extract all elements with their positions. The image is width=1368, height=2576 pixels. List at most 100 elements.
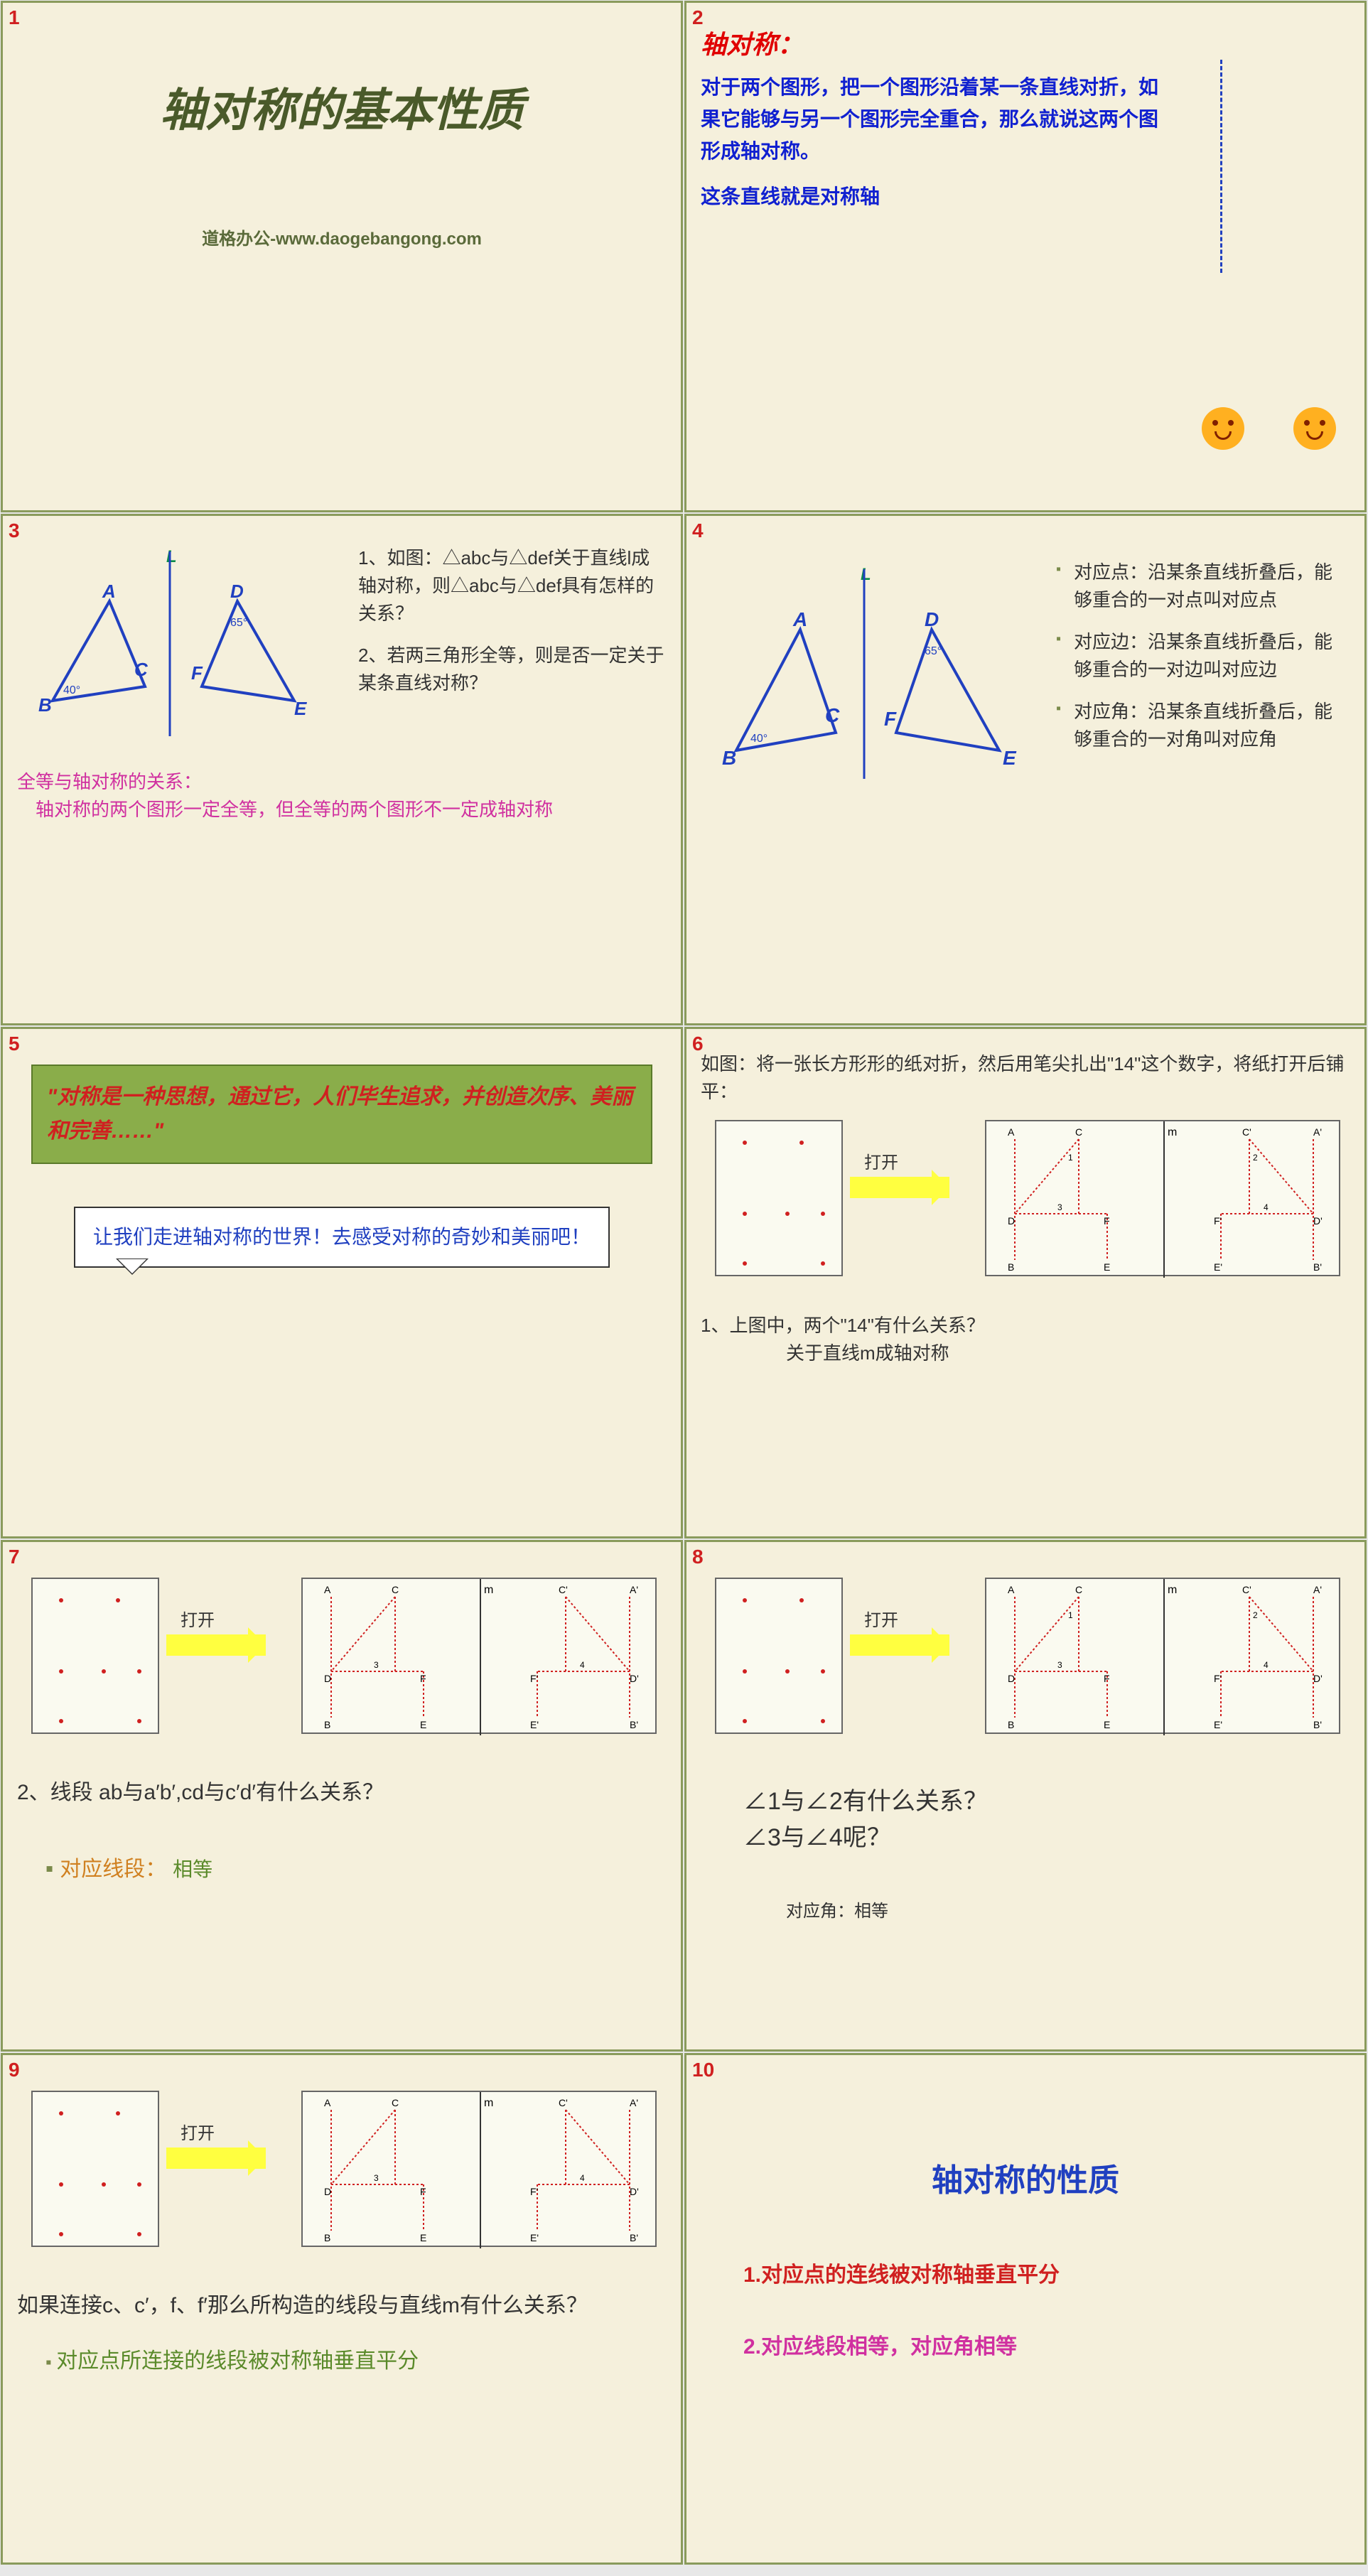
svg-text:1: 1 <box>1068 1153 1073 1163</box>
svg-text:65°: 65° <box>925 645 942 657</box>
question: 2、线段 ab与a′b′,cd与c′d′有什么关系？ <box>17 1777 667 1809</box>
svg-text:A': A' <box>630 2097 638 2108</box>
svg-text:E: E <box>1104 1261 1110 1273</box>
svg-text:B: B <box>324 1719 330 1730</box>
svg-text:D': D' <box>630 2186 639 2197</box>
svg-text:F: F <box>1104 1215 1110 1227</box>
symmetry-axis-line <box>1220 60 1222 273</box>
answer: 对应点所连接的线段被对称轴垂直平分 <box>56 2349 419 2373</box>
slide-number: 3 <box>9 519 20 542</box>
svg-text:L: L <box>166 547 177 566</box>
list-item: 对应角：沿某条直线折叠后，能够重合的一对角叫对应角 <box>1056 698 1350 753</box>
arrow-icon <box>850 1177 949 1198</box>
unfolded-diagram: m AC DF BE 13 A'C' D'F' B'E' 24 <box>985 1578 1340 1734</box>
svg-text:3: 3 <box>1057 1660 1062 1670</box>
svg-text:E': E' <box>530 1719 539 1730</box>
slide-9: 9 打开 m AC DF BE 3 <box>1 2053 683 2565</box>
svg-text:E': E' <box>1214 1719 1222 1730</box>
svg-text:4: 4 <box>580 2173 585 2183</box>
svg-text:E: E <box>1104 1719 1110 1730</box>
svg-text:3: 3 <box>1057 1202 1062 1212</box>
svg-text:B': B' <box>1313 1719 1322 1730</box>
svg-text:40°: 40° <box>750 733 768 745</box>
svg-text:E: E <box>420 1719 426 1730</box>
slide-4: 4 L A B C 40° D E F 65° 对应点：沿某条直线折叠后，能够重… <box>684 514 1367 1025</box>
svg-text:A': A' <box>1313 1126 1322 1138</box>
svg-text:D': D' <box>1313 1673 1323 1684</box>
relation-body: 轴对称的两个图形一定全等，但全等的两个图形不一定成轴对称 <box>17 796 667 824</box>
svg-text:4: 4 <box>1264 1660 1269 1670</box>
svg-text:B: B <box>1008 1261 1014 1273</box>
answer: 对应角：相等 <box>786 1899 1350 1924</box>
svg-text:D: D <box>925 608 939 630</box>
slide-5: 5 "对称是一种思想，通过它，人们毕生追求，并创造次序、美丽和完善……" 让我们… <box>1 1027 683 1538</box>
svg-text:E: E <box>294 698 307 719</box>
svg-text:2: 2 <box>1253 1610 1258 1620</box>
slide-2: 2 轴对称： 对于两个图形，把一个图形沿着某一条直线对折，如果它能够与另一个图形… <box>684 1 1367 512</box>
triangles-diagram: L A B C 40° D E F 65° <box>17 544 358 743</box>
question-1: 1、如图：△abc与△def关于直线l成轴对称，则△abc与△def具有怎样的关… <box>358 544 667 627</box>
svg-text:C': C' <box>559 2097 568 2108</box>
body-text: 对于两个图形，把一个图形沿着某一条直线对折，如果它能够与另一个图形完全重合，那么… <box>701 72 1163 167</box>
slide-8: 8 打开 m AC DF BE 13 <box>684 1540 1367 2052</box>
note-text: 这条直线就是对称轴 <box>701 181 1350 213</box>
heading: 轴对称： <box>701 24 1350 61</box>
smiley-icon <box>1293 407 1336 450</box>
folded-paper <box>31 2091 159 2247</box>
svg-text:B': B' <box>630 1719 638 1730</box>
svg-text:F': F' <box>530 1673 538 1684</box>
svg-text:B: B <box>722 747 736 769</box>
svg-text:4: 4 <box>580 1660 585 1670</box>
question-2: 2、若两三角形全等，则是否一定关于某条直线对称？ <box>358 642 667 697</box>
list-item: 对应边：沿某条直线折叠后，能够重合的一对边叫对应边 <box>1056 628 1350 684</box>
svg-text:D: D <box>1008 1673 1015 1684</box>
answer: 关于直线m成轴对称 <box>786 1340 1350 1367</box>
answer-value: 相等 <box>173 1858 212 1880</box>
speech-bubble: 让我们走进轴对称的世界！去感受对称的奇妙和美丽吧！ <box>74 1207 610 1268</box>
arrow-icon <box>166 2147 266 2169</box>
svg-text:m: m <box>484 1584 493 1596</box>
svg-text:E: E <box>420 2232 426 2243</box>
slide-number: 6 <box>692 1033 704 1055</box>
svg-text:C: C <box>392 2097 399 2108</box>
svg-text:F: F <box>420 1673 426 1684</box>
svg-text:F': F' <box>1214 1673 1222 1684</box>
main-title: 轴对称的基本性质 <box>17 74 667 139</box>
quote-box: "对称是一种思想，通过它，人们毕生追求，并创造次序、美丽和完善……" <box>31 1065 652 1164</box>
definition-list: 对应点：沿某条直线折叠后，能够重合的一对点叫对应点 对应边：沿某条直线折叠后，能… <box>1056 559 1350 753</box>
quote-text: "对称是一种思想，通过它，人们毕生追求，并创造次序、美丽和完善……" <box>47 1080 637 1148</box>
slide-number: 5 <box>9 1033 20 1055</box>
slide-number: 10 <box>692 2059 714 2081</box>
question-2: ∠3与∠4呢？ <box>743 1820 1350 1856</box>
list-item: 对应点：沿某条直线折叠后，能够重合的一对点叫对应点 <box>1056 559 1350 614</box>
svg-text:B: B <box>324 2232 330 2243</box>
property-2: 2.对应线段相等，对应角相等 <box>743 2331 1350 2363</box>
arrow-icon <box>166 1634 266 1656</box>
svg-text:A: A <box>1008 1126 1015 1138</box>
question: 如果连接c、c′，f、f′那么所构造的线段与直线m有什么关系？ <box>17 2290 667 2322</box>
svg-text:D: D <box>1008 1215 1015 1227</box>
relation-label: 全等与轴对称的关系： <box>17 768 667 796</box>
slide-number: 4 <box>692 519 704 542</box>
slide-number: 7 <box>9 1546 20 1568</box>
svg-text:D': D' <box>1313 1215 1323 1227</box>
slide-10: 10 轴对称的性质 1.对应点的连线被对称轴垂直平分 2.对应线段相等，对应角相… <box>684 2053 1367 2565</box>
svg-text:2: 2 <box>1253 1153 1258 1163</box>
svg-text:C': C' <box>559 1584 568 1595</box>
folded-paper <box>715 1578 843 1734</box>
slide-6: 6 如图：将一张长方形形的纸对折，然后用笔尖扎出"14"这个数字，将纸打开后铺平… <box>684 1027 1367 1538</box>
triangles-diagram: L A B C 40° D E F 65° <box>701 559 1056 786</box>
svg-text:D: D <box>230 581 244 602</box>
svg-text:D: D <box>324 1673 331 1684</box>
subtitle: 道格办公-www.daogebangong.com <box>17 225 667 249</box>
property-1: 1.对应点的连线被对称轴垂直平分 <box>743 2257 1350 2288</box>
svg-text:A: A <box>324 1584 331 1595</box>
svg-text:A: A <box>792 608 807 630</box>
unfolded-diagram: m AC DF BE 3 A'C' D'F' B'E' 4 <box>301 1578 657 1734</box>
slide-number: 1 <box>9 6 20 29</box>
svg-text:E': E' <box>1214 1261 1222 1273</box>
svg-text:B: B <box>38 694 52 716</box>
svg-text:40°: 40° <box>63 684 80 696</box>
svg-text:B: B <box>1008 1719 1014 1730</box>
svg-text:C: C <box>1075 1126 1082 1138</box>
